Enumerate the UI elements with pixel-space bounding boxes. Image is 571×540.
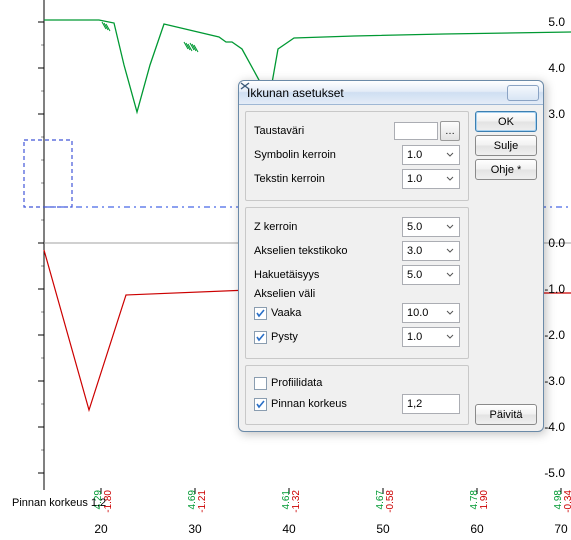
close-button[interactable]: Sulje — [475, 135, 537, 156]
x-axis-label: 70 — [554, 522, 567, 536]
close-icon[interactable] — [507, 85, 539, 101]
y-axis-label: -1.0 — [544, 282, 565, 296]
text-factor-combo[interactable]: 1.0 — [402, 169, 460, 189]
series-value-red: 1.90 — [479, 490, 490, 509]
y-axis-label: -5.0 — [544, 466, 565, 480]
search-distance-combo[interactable]: 5.0 — [402, 265, 460, 285]
bottom-chart-label: Pinnan korkeus 1,2 — [12, 497, 106, 509]
y-axis-label: 5.0 — [548, 15, 565, 29]
x-axis-label: 60 — [470, 522, 483, 536]
series-value-red: -0.34 — [563, 490, 571, 513]
dialog-titlebar[interactable]: Ikkunan asetukset — [239, 81, 543, 105]
vert-label: Pysty — [271, 331, 402, 343]
ok-button[interactable]: OK — [475, 111, 537, 132]
group-appearance: Taustaväri … Symbolin kerroin 1.0 Teksti… — [245, 111, 469, 201]
axis-textsize-label: Akselien tekstikoko — [254, 245, 402, 257]
group-profile: Profiilidata Pinnan korkeus 1,2 — [245, 365, 469, 425]
chevron-down-icon — [443, 243, 457, 259]
series-value-red: -0.58 — [385, 490, 396, 513]
chevron-down-icon — [443, 171, 457, 187]
y-axis-label: -2.0 — [544, 328, 565, 342]
y-axis-label: 0.0 — [548, 236, 565, 250]
series-value-red: -1.21 — [197, 490, 208, 513]
x-axis-label: 40 — [282, 522, 295, 536]
profile-label: Profiilidata — [271, 377, 460, 389]
profile-checkbox[interactable] — [254, 377, 267, 390]
surface-checkbox[interactable] — [254, 398, 267, 411]
search-distance-label: Hakuetäisyys — [254, 269, 402, 281]
y-axis-label: -3.0 — [544, 374, 565, 388]
surface-value-field[interactable]: 1,2 — [402, 394, 460, 414]
group-axes: Z kerroin 5.0 Akselien tekstikoko 3.0 Ha… — [245, 207, 469, 359]
series-value-red: -1.32 — [291, 490, 302, 513]
horiz-checkbox[interactable] — [254, 307, 267, 320]
update-button[interactable]: Päivitä — [475, 404, 537, 425]
dialog-title: Ikkunan asetukset — [247, 86, 507, 100]
help-button[interactable]: Ohje * — [475, 159, 537, 180]
vert-combo[interactable]: 1.0 — [402, 327, 460, 347]
chevron-down-icon — [443, 305, 457, 321]
y-axis-label: 3.0 — [548, 107, 565, 121]
z-factor-label: Z kerroin — [254, 221, 402, 233]
vert-checkbox[interactable] — [254, 331, 267, 344]
y-axis-label: -4.0 — [544, 420, 565, 434]
chevron-down-icon — [443, 219, 457, 235]
window-settings-dialog: Ikkunan asetukset Taustaväri … Symbolin … — [238, 80, 544, 432]
horiz-label: Vaaka — [271, 307, 402, 319]
text-factor-label: Tekstin kerroin — [254, 173, 402, 185]
axis-gap-title: Akselien väli — [254, 288, 460, 300]
chevron-down-icon — [443, 267, 457, 283]
y-axis-label: 4.0 — [548, 61, 565, 75]
symbol-factor-label: Symbolin kerroin — [254, 149, 402, 161]
chevron-down-icon — [443, 329, 457, 345]
symbol-factor-combo[interactable]: 1.0 — [402, 145, 460, 165]
x-axis-label: 50 — [376, 522, 389, 536]
z-factor-combo[interactable]: 5.0 — [402, 217, 460, 237]
horiz-combo[interactable]: 10.0 — [402, 303, 460, 323]
bgcolor-pick-button[interactable]: … — [440, 121, 460, 141]
chevron-down-icon — [443, 147, 457, 163]
surface-label: Pinnan korkeus — [271, 398, 402, 410]
bgcolor-label: Taustaväri — [254, 125, 394, 137]
axis-textsize-combo[interactable]: 3.0 — [402, 241, 460, 261]
x-axis-label: 20 — [94, 522, 107, 536]
bgcolor-swatch[interactable] — [394, 122, 438, 140]
x-axis-label: 30 — [188, 522, 201, 536]
